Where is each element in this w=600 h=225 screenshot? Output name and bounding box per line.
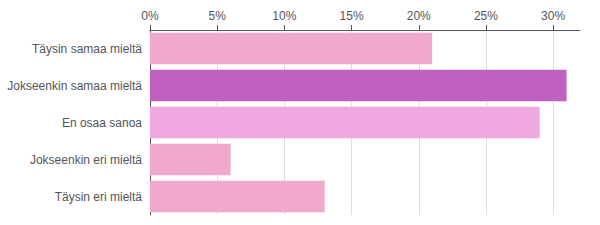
svg-text:15%: 15%: [340, 9, 364, 23]
svg-text:Täysin samaa mieltä: Täysin samaa mieltä: [32, 42, 142, 56]
svg-text:5%: 5%: [209, 9, 227, 23]
svg-text:20%: 20%: [407, 9, 431, 23]
svg-text:Jokseenkin samaa mieltä: Jokseenkin samaa mieltä: [7, 79, 142, 93]
svg-text:25%: 25%: [474, 9, 498, 23]
svg-text:0%: 0%: [141, 9, 159, 23]
svg-text:Jokseenkin eri mieltä: Jokseenkin eri mieltä: [30, 153, 142, 167]
svg-text:En osaa sanoa: En osaa sanoa: [62, 116, 142, 130]
svg-text:30%: 30%: [541, 9, 565, 23]
svg-text:Täysin eri mieltä: Täysin eri mieltä: [55, 190, 143, 204]
svg-text:10%: 10%: [272, 9, 296, 23]
